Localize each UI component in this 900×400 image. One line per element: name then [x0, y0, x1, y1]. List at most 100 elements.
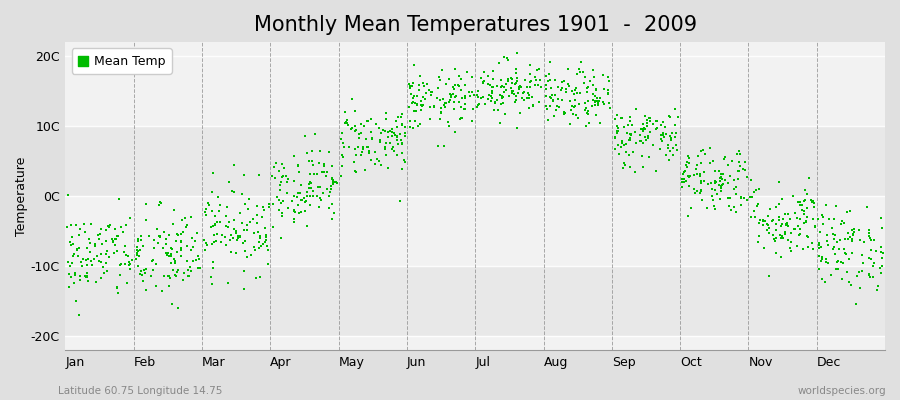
Point — [237, 268, 251, 274]
Point — [802, 175, 816, 181]
Point — [725, 158, 740, 164]
Point — [793, 216, 807, 222]
Point — [133, 247, 148, 253]
Point — [386, 143, 400, 150]
Point — [867, 237, 881, 243]
Point — [565, 110, 580, 117]
Point — [769, 250, 783, 256]
Point — [338, 109, 352, 115]
Point — [828, 251, 842, 257]
Point — [111, 285, 125, 291]
Point — [436, 96, 450, 102]
Point — [816, 220, 831, 227]
Point — [597, 86, 611, 92]
Point — [772, 214, 787, 220]
Point — [240, 227, 255, 234]
Point — [334, 173, 348, 179]
Point — [410, 122, 425, 129]
Point — [642, 154, 656, 160]
Point — [756, 217, 770, 224]
Point — [713, 175, 727, 182]
Point — [547, 77, 562, 83]
Point — [776, 216, 790, 223]
Point — [287, 219, 302, 225]
Point — [727, 203, 742, 210]
Point — [869, 287, 884, 294]
Point — [495, 100, 509, 106]
Point — [81, 236, 95, 242]
Point — [471, 88, 485, 94]
Point — [148, 283, 163, 290]
Point — [458, 95, 473, 102]
Point — [70, 246, 85, 252]
Point — [225, 188, 239, 195]
Point — [174, 252, 188, 259]
Point — [139, 270, 153, 277]
Point — [530, 67, 544, 74]
Point — [766, 217, 780, 224]
Point — [775, 196, 789, 202]
Point — [761, 230, 776, 236]
Point — [170, 249, 184, 255]
Point — [390, 134, 404, 140]
Point — [279, 172, 293, 179]
Point — [319, 173, 333, 179]
Point — [398, 132, 412, 139]
Point — [414, 102, 428, 109]
Point — [820, 238, 834, 244]
Point — [454, 104, 468, 110]
Point — [589, 86, 603, 92]
Point — [700, 181, 715, 187]
Point — [580, 85, 594, 91]
Point — [393, 114, 408, 120]
Point — [140, 217, 154, 224]
Point — [538, 72, 553, 79]
Point — [212, 193, 226, 200]
Point — [130, 247, 144, 253]
Point — [821, 260, 835, 266]
Point — [688, 166, 703, 172]
Point — [72, 245, 86, 251]
Point — [708, 180, 723, 186]
Point — [641, 133, 655, 140]
Point — [446, 99, 461, 106]
Point — [123, 214, 138, 221]
Point — [80, 274, 94, 281]
Point — [827, 236, 842, 242]
Point — [398, 158, 412, 165]
Point — [706, 186, 720, 192]
Point — [65, 234, 79, 240]
Point — [569, 85, 583, 91]
Point — [694, 160, 708, 166]
Point — [230, 233, 245, 239]
Point — [407, 62, 421, 68]
Point — [118, 261, 132, 267]
Point — [119, 222, 133, 228]
Point — [554, 97, 569, 103]
Point — [669, 142, 683, 148]
Point — [130, 244, 144, 251]
Point — [812, 245, 826, 251]
Point — [250, 212, 265, 218]
Point — [494, 101, 508, 107]
Point — [566, 104, 580, 110]
Point — [784, 238, 798, 245]
Point — [771, 200, 786, 207]
Point — [493, 76, 508, 83]
Point — [452, 99, 466, 106]
Point — [407, 92, 421, 99]
Point — [422, 104, 436, 110]
Point — [344, 126, 358, 132]
Point — [678, 168, 692, 174]
Point — [181, 273, 195, 279]
Point — [470, 104, 484, 110]
Point — [244, 252, 258, 258]
Point — [181, 266, 195, 273]
Point — [561, 66, 575, 72]
Point — [677, 176, 691, 182]
Point — [679, 178, 693, 184]
Point — [554, 87, 568, 93]
Point — [688, 190, 702, 196]
Point — [746, 189, 760, 196]
Point — [663, 148, 678, 154]
